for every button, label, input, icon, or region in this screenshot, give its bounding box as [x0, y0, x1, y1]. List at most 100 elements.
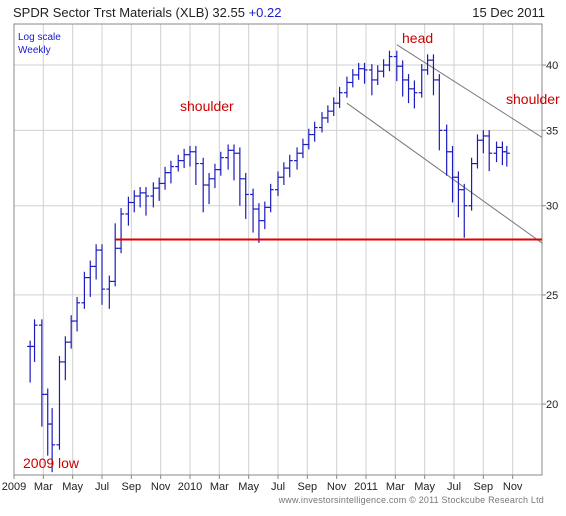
ohlc-bar — [192, 145, 199, 185]
ohlc-bar — [255, 203, 262, 243]
chart-date: 15 Dec 2011 — [472, 5, 545, 20]
y-tick-label: 30 — [546, 201, 558, 213]
ohlc-bar — [280, 162, 287, 185]
left-shoulder-label: shoulder — [180, 98, 234, 114]
ohlc-bar — [486, 130, 493, 172]
x-tick-label: Jul — [95, 481, 109, 493]
x-tick-label: Jul — [447, 481, 461, 493]
chart-header-title: SPDR Sector Trst Materials (XLB) 32.55 +… — [13, 5, 281, 20]
low-2009-label: 2009 low — [23, 455, 80, 471]
x-tick-label: Nov — [327, 481, 347, 493]
ohlc-bar — [150, 182, 157, 208]
x-tick-label: May — [238, 481, 259, 493]
ohlc-bar — [131, 190, 138, 213]
ohlc-bars — [27, 50, 510, 473]
ohlc-bar — [499, 141, 506, 166]
ohlc-bar — [336, 86, 343, 109]
ohlc-bar — [368, 64, 375, 96]
x-tick-label: May — [62, 481, 83, 493]
ohlc-bar — [125, 196, 132, 226]
ohlc-bar — [143, 187, 149, 216]
x-tick-label: Sep — [474, 481, 494, 493]
trend-channel — [346, 44, 543, 244]
ohlc-bar — [493, 141, 500, 163]
ohlc-bar — [250, 188, 257, 233]
x-axis: 2009 Mar May Jul Sep Nov 2010 Mar May Jul Sep Nov 20… — [2, 475, 523, 493]
ohlc-bar — [56, 356, 63, 450]
y-tick-label: 40 — [546, 60, 558, 72]
ohlc-bar — [468, 157, 475, 211]
ohlc-bar — [324, 105, 331, 123]
ohlc-bar — [474, 134, 481, 169]
ohlc-bar — [137, 187, 144, 208]
ohlc-bar — [330, 97, 337, 117]
ohlc-bar — [418, 64, 425, 98]
ohlc-bar — [455, 171, 462, 218]
ohlc-bar — [242, 172, 249, 219]
ohlc-bar — [93, 244, 100, 280]
x-tick-label: Sep — [122, 481, 142, 493]
ohlc-bar — [225, 144, 232, 170]
x-tick-label: Mar — [34, 481, 53, 493]
ohlc-bar — [436, 74, 443, 151]
ticker-title: SPDR Sector Trst Materials (XLB) — [13, 5, 209, 20]
ohlc-bar — [399, 60, 406, 97]
ohlc-bar — [74, 296, 81, 332]
ohlc-bar — [231, 144, 237, 181]
ohlc-bar — [236, 147, 243, 206]
y-axis: 20 25 30 35 40 — [542, 60, 558, 411]
ohlc-bar — [380, 59, 387, 78]
ohlc-bar — [87, 260, 94, 297]
ohlc-bar — [187, 145, 193, 167]
ohlc-bar — [267, 183, 274, 213]
ohlc-bar — [461, 183, 468, 238]
x-tick-label: Nov — [151, 481, 171, 493]
ohlc-bar — [393, 50, 400, 82]
ohlc-bar — [449, 145, 456, 203]
channel-upper-line — [396, 44, 543, 138]
ohlc-bar — [286, 154, 293, 178]
ohlc-bar — [200, 157, 207, 213]
ohlc-bar — [81, 271, 88, 309]
x-tick-label: 2010 — [178, 481, 202, 493]
x-tick-label: 2009 — [2, 481, 26, 493]
ohlc-bar — [31, 319, 38, 362]
right-shoulder-label: shoulder — [506, 91, 560, 107]
x-tick-label: 2011 — [354, 481, 378, 493]
ohlc-bar — [299, 138, 306, 159]
price-change: +0.22 — [248, 5, 282, 20]
ohlc-bar — [62, 336, 69, 381]
ohlc-bar — [118, 208, 125, 254]
x-tick-label: Mar — [210, 481, 229, 493]
ohlc-bar — [211, 163, 218, 189]
ohlc-bar — [261, 201, 268, 230]
ohlc-bar — [206, 172, 213, 205]
ohlc-bar — [430, 54, 437, 96]
ohlc-bar — [443, 124, 450, 176]
log-scale-note: Log scale — [18, 32, 61, 43]
y-tick-label: 20 — [546, 399, 558, 411]
ohlc-bar — [305, 128, 312, 150]
ohlc-bar — [99, 244, 105, 305]
source-credit: www.investorsintelligence.com © 2011 Sto… — [278, 495, 544, 505]
y-tick-label: 25 — [546, 290, 558, 302]
ohlc-bar — [343, 76, 350, 98]
ohlc-bar — [411, 80, 418, 109]
chart-grid — [13, 24, 542, 475]
ohlc-bar — [38, 319, 45, 427]
ohlc-bar — [374, 65, 381, 85]
ohlc-bar — [503, 145, 510, 167]
x-tick-label: Jul — [271, 481, 285, 493]
ohlc-bar — [181, 148, 188, 169]
x-tick-label: May — [414, 481, 435, 493]
ohlc-bar — [175, 154, 182, 172]
ohlc-bar — [386, 50, 393, 72]
ohlc-bar — [44, 388, 51, 456]
ohlc-bar — [217, 151, 224, 176]
weekly-note: Weekly — [18, 45, 51, 56]
ohlc-bar — [112, 223, 119, 287]
ohlc-bar — [349, 69, 356, 88]
ohlc-bar — [480, 130, 487, 154]
ohlc-bar — [162, 166, 169, 190]
